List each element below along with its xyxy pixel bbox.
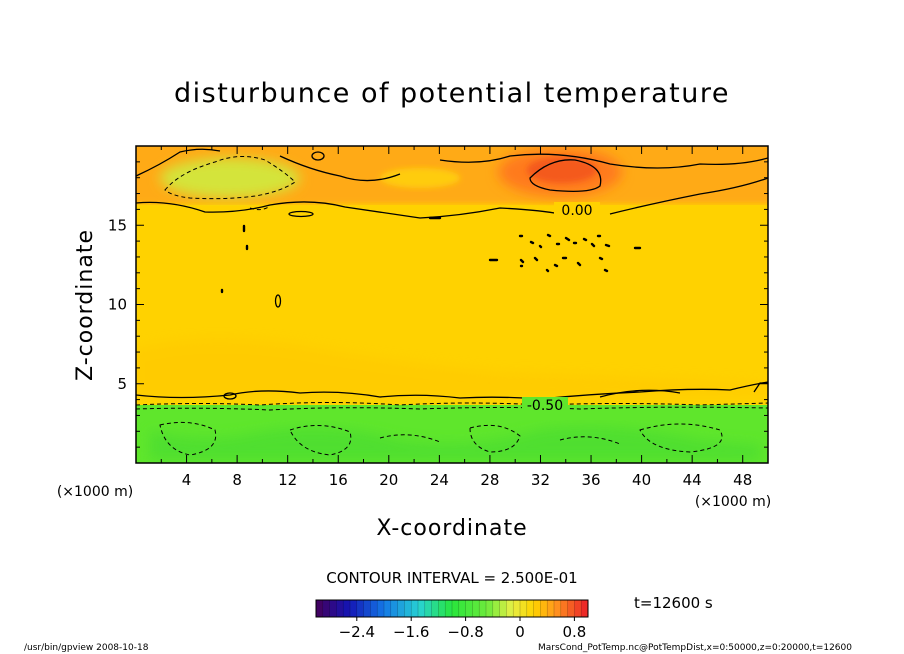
plot-area: 0.00 -0.50 <box>136 146 768 463</box>
x-tick-label: 48 <box>733 471 752 489</box>
colorbar-segment <box>445 600 453 617</box>
x-tick-label: 8 <box>232 471 242 489</box>
colorbar-ticks: −2.4 −1.6 −0.8 0 0.8 <box>339 617 586 641</box>
lower-middle-shading <box>136 338 768 395</box>
colorbar-segment <box>499 600 507 617</box>
colorbar-segment <box>506 600 514 617</box>
y-axis-label: Z-coordinate <box>73 229 98 381</box>
x-tick-label: 16 <box>329 471 348 489</box>
colorbar-segment <box>533 600 541 617</box>
lower-cool-shading <box>150 426 760 460</box>
colorbar-segment <box>431 600 439 617</box>
colorbar-segment <box>560 600 568 617</box>
chart-title: disturbunce of potential temperature <box>174 78 730 109</box>
x-axis-label: X-coordinate <box>376 516 527 541</box>
colorbar-segment <box>370 600 378 617</box>
colorbar-segment <box>343 600 351 617</box>
colorbar-segment <box>526 600 534 617</box>
colorbar-segment <box>486 600 494 617</box>
x-tick-label: 36 <box>581 471 600 489</box>
colorbar-segment <box>418 600 426 617</box>
colorbar-segment <box>547 600 555 617</box>
colorbar-tick-label: −2.4 <box>339 623 375 641</box>
colorbar-segment <box>356 600 364 617</box>
colorbar-segment <box>336 600 344 617</box>
y-tick-label: 15 <box>108 216 127 234</box>
contour-label-zero: 0.00 <box>561 203 592 219</box>
x-unit-left: (×1000 m) <box>57 484 133 500</box>
colorbar-segment <box>567 600 575 617</box>
colorbar-segment <box>465 600 473 617</box>
x-tick-label: 12 <box>278 471 297 489</box>
footer-left: /usr/bin/gpview 2008-10-18 <box>24 643 149 653</box>
colorbar-segment <box>513 600 521 617</box>
contour-label-layer: 0.00 -0.50 <box>522 202 600 414</box>
colorbar-segment <box>377 600 385 617</box>
warm-anomaly-core <box>527 157 597 183</box>
y-tick-label: 5 <box>117 375 127 393</box>
colorbar-segment <box>397 600 405 617</box>
x-tick-label: 4 <box>182 471 192 489</box>
colorbar-segment <box>458 600 466 617</box>
y-tick-label: 10 <box>108 296 127 314</box>
colorbar-tick-label: 0 <box>515 623 525 641</box>
colorbar-segment <box>316 600 324 617</box>
colorbar-segment <box>581 600 589 617</box>
x-tick-label: 28 <box>480 471 499 489</box>
colorbar-segment <box>492 600 500 617</box>
colorbar-segment <box>540 600 548 617</box>
colorbar-segment <box>350 600 358 617</box>
cool-anomaly-patch <box>160 158 300 198</box>
colorbar-segment <box>404 600 412 617</box>
footer-right: MarsCond_PotTemp.nc@PotTempDist,x=0:5000… <box>538 643 852 653</box>
colorbar-segment <box>424 600 432 617</box>
contour-label-neg: -0.50 <box>527 398 563 414</box>
colorbar-segment <box>363 600 371 617</box>
colorbar-segment <box>411 600 419 617</box>
x-tick-label: 20 <box>379 471 398 489</box>
colorbar-segment <box>554 600 562 617</box>
colorbar-tick-label: −1.6 <box>393 623 429 641</box>
colorbar-segment <box>329 600 337 617</box>
upper-yellow-patch <box>380 168 460 188</box>
time-label: t=12600 s <box>634 594 713 612</box>
contour-lines <box>136 148 768 400</box>
colorbar <box>315 599 589 618</box>
colorbar-segment <box>574 600 582 617</box>
colorbar-segment <box>384 600 392 617</box>
colorbar-segment <box>479 600 487 617</box>
colorbar-segment <box>438 600 446 617</box>
colorbar-segment <box>520 600 528 617</box>
x-unit-right: (×1000 m) <box>695 494 771 510</box>
x-tick-label: 40 <box>632 471 651 489</box>
colorbar-segment <box>472 600 480 617</box>
x-tick-label: 24 <box>430 471 449 489</box>
x-tick-label: 44 <box>683 471 702 489</box>
colorbar-segment <box>390 600 398 617</box>
colorbar-tick-label: −0.8 <box>447 623 483 641</box>
colorbar-segment <box>452 600 460 617</box>
dashed-contours <box>136 156 768 456</box>
contour-interval: CONTOUR INTERVAL = 2.500E-01 <box>326 569 577 587</box>
colorbar-frame <box>315 599 589 618</box>
x-tick-label: 32 <box>531 471 550 489</box>
colorbar-tick-label: 0.8 <box>562 623 586 641</box>
colorbar-segment <box>322 600 330 617</box>
